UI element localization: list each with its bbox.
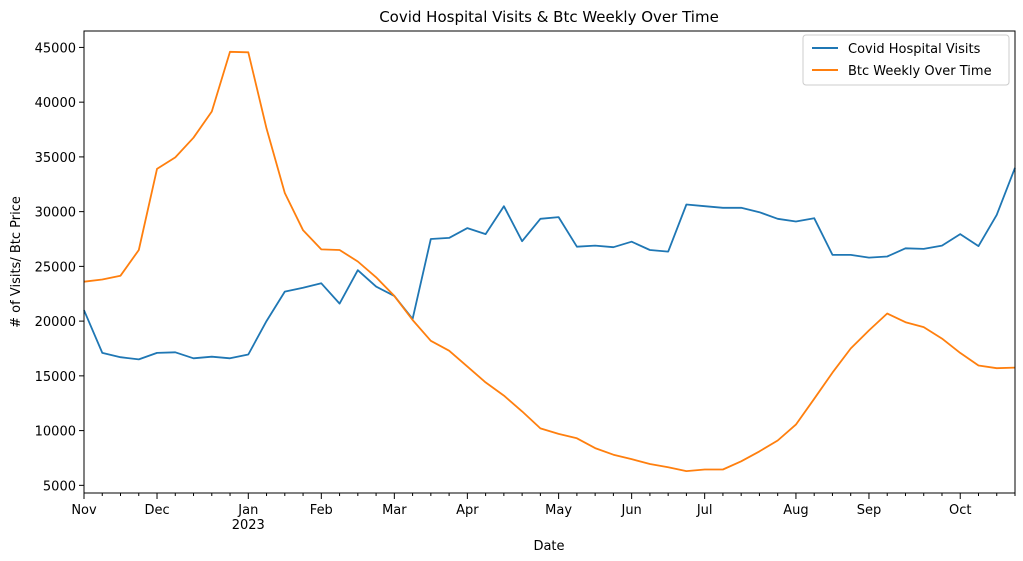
x-tick-label: Aug bbox=[783, 503, 808, 518]
x-tick-label: Apr bbox=[456, 503, 479, 518]
x-tick-label: Jun bbox=[620, 503, 641, 518]
x-tick-sublabel: 2023 bbox=[232, 518, 265, 533]
y-tick-label: 25000 bbox=[35, 260, 76, 275]
y-axis-title: # of Visits/ Btc Price bbox=[9, 196, 24, 328]
y-tick-label: 20000 bbox=[35, 315, 76, 330]
x-tick-label: Feb bbox=[310, 503, 333, 518]
y-tick-label: 45000 bbox=[35, 41, 76, 56]
y-tick-label: 30000 bbox=[35, 206, 76, 221]
x-tick-label: Dec bbox=[144, 503, 169, 518]
chart-title: Covid Hospital Visits & Btc Weekly Over … bbox=[379, 8, 719, 26]
legend-box bbox=[802, 34, 1010, 86]
legend-label-covid: Covid Hospital Visits bbox=[848, 42, 981, 57]
x-tick-label: Nov bbox=[71, 503, 97, 518]
y-tick-label: 10000 bbox=[35, 425, 76, 440]
series-layer bbox=[83, 50, 1016, 473]
x-tick-label: Jul bbox=[696, 503, 713, 518]
x-axis-title: Date bbox=[533, 539, 564, 554]
y-tick-label: 40000 bbox=[35, 96, 76, 111]
series-line-btc-weekly bbox=[83, 50, 1016, 473]
x-tick-label: Jan bbox=[237, 503, 258, 518]
legend: Covid Hospital Visits Btc Weekly Over Ti… bbox=[802, 34, 1010, 86]
y-tick-label: 35000 bbox=[35, 151, 76, 166]
y-axis: 5000 10000 15000 20000 25000 30000 35000 40000 4… bbox=[35, 41, 84, 494]
series-line-covid-hospital-visits bbox=[83, 167, 1016, 361]
x-tick-label: Oct bbox=[949, 503, 971, 518]
x-tick-label: Mar bbox=[382, 503, 407, 518]
x-tick-label: May bbox=[545, 503, 572, 518]
legend-label-btc: Btc Weekly Over Time bbox=[848, 64, 992, 79]
y-tick-label: 15000 bbox=[35, 370, 76, 385]
y-tick-label: 5000 bbox=[43, 479, 76, 494]
x-tick-label: Sep bbox=[857, 503, 882, 518]
plot-frame bbox=[83, 30, 1016, 494]
